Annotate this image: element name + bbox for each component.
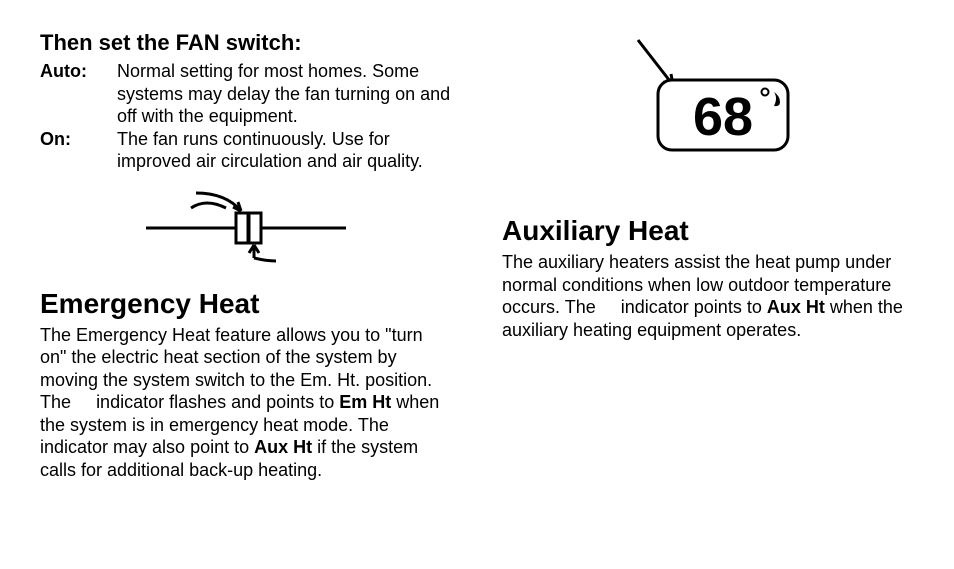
fan-heading: Then set the FAN switch:	[40, 30, 452, 56]
switch-figure	[40, 183, 452, 268]
auxiliary-heading: Auxiliary Heat	[502, 215, 914, 247]
emergency-indicator-gap-1	[76, 392, 91, 412]
emergency-auxht: Aux Ht	[254, 437, 312, 457]
display-icon: 68	[598, 30, 818, 170]
emergency-body: The Emergency Heat feature allows you to…	[40, 324, 452, 482]
fan-body-on: The fan runs continuously. Use for impro…	[117, 128, 452, 173]
emergency-emht: Em Ht	[339, 392, 391, 412]
emergency-indicator-gap-2	[394, 415, 409, 435]
emergency-heading: Emergency Heat	[40, 288, 452, 320]
auxiliary-section: Auxiliary Heat The auxiliary heaters ass…	[502, 215, 914, 341]
fan-def-table: Auto: Normal setting for most homes. Som…	[40, 60, 452, 173]
fan-section: Then set the FAN switch: Auto: Normal se…	[40, 30, 452, 268]
auxiliary-text-2: indicator points to	[621, 297, 767, 317]
auxiliary-indicator-gap	[601, 297, 616, 317]
emergency-text-2: indicator flashes and points to	[96, 392, 339, 412]
fan-body-auto: Normal setting for most homes. Some syst…	[117, 60, 452, 128]
fan-label-on: On:	[40, 128, 117, 173]
auxiliary-body: The auxiliary heaters assist the heat pu…	[502, 251, 914, 341]
display-figure: 68	[502, 30, 914, 175]
fan-row-auto: Auto: Normal setting for most homes. Som…	[40, 60, 452, 128]
fan-label-auto: Auto:	[40, 60, 117, 128]
auxiliary-auxht: Aux Ht	[767, 297, 825, 317]
switch-icon	[136, 183, 356, 263]
display-value: 68	[693, 87, 753, 147]
fan-row-on: On: The fan runs continuously. Use for i…	[40, 128, 452, 173]
emergency-text-4: indicator may also point to	[40, 437, 254, 457]
manual-page: Then set the FAN switch: Auto: Normal se…	[0, 0, 954, 569]
